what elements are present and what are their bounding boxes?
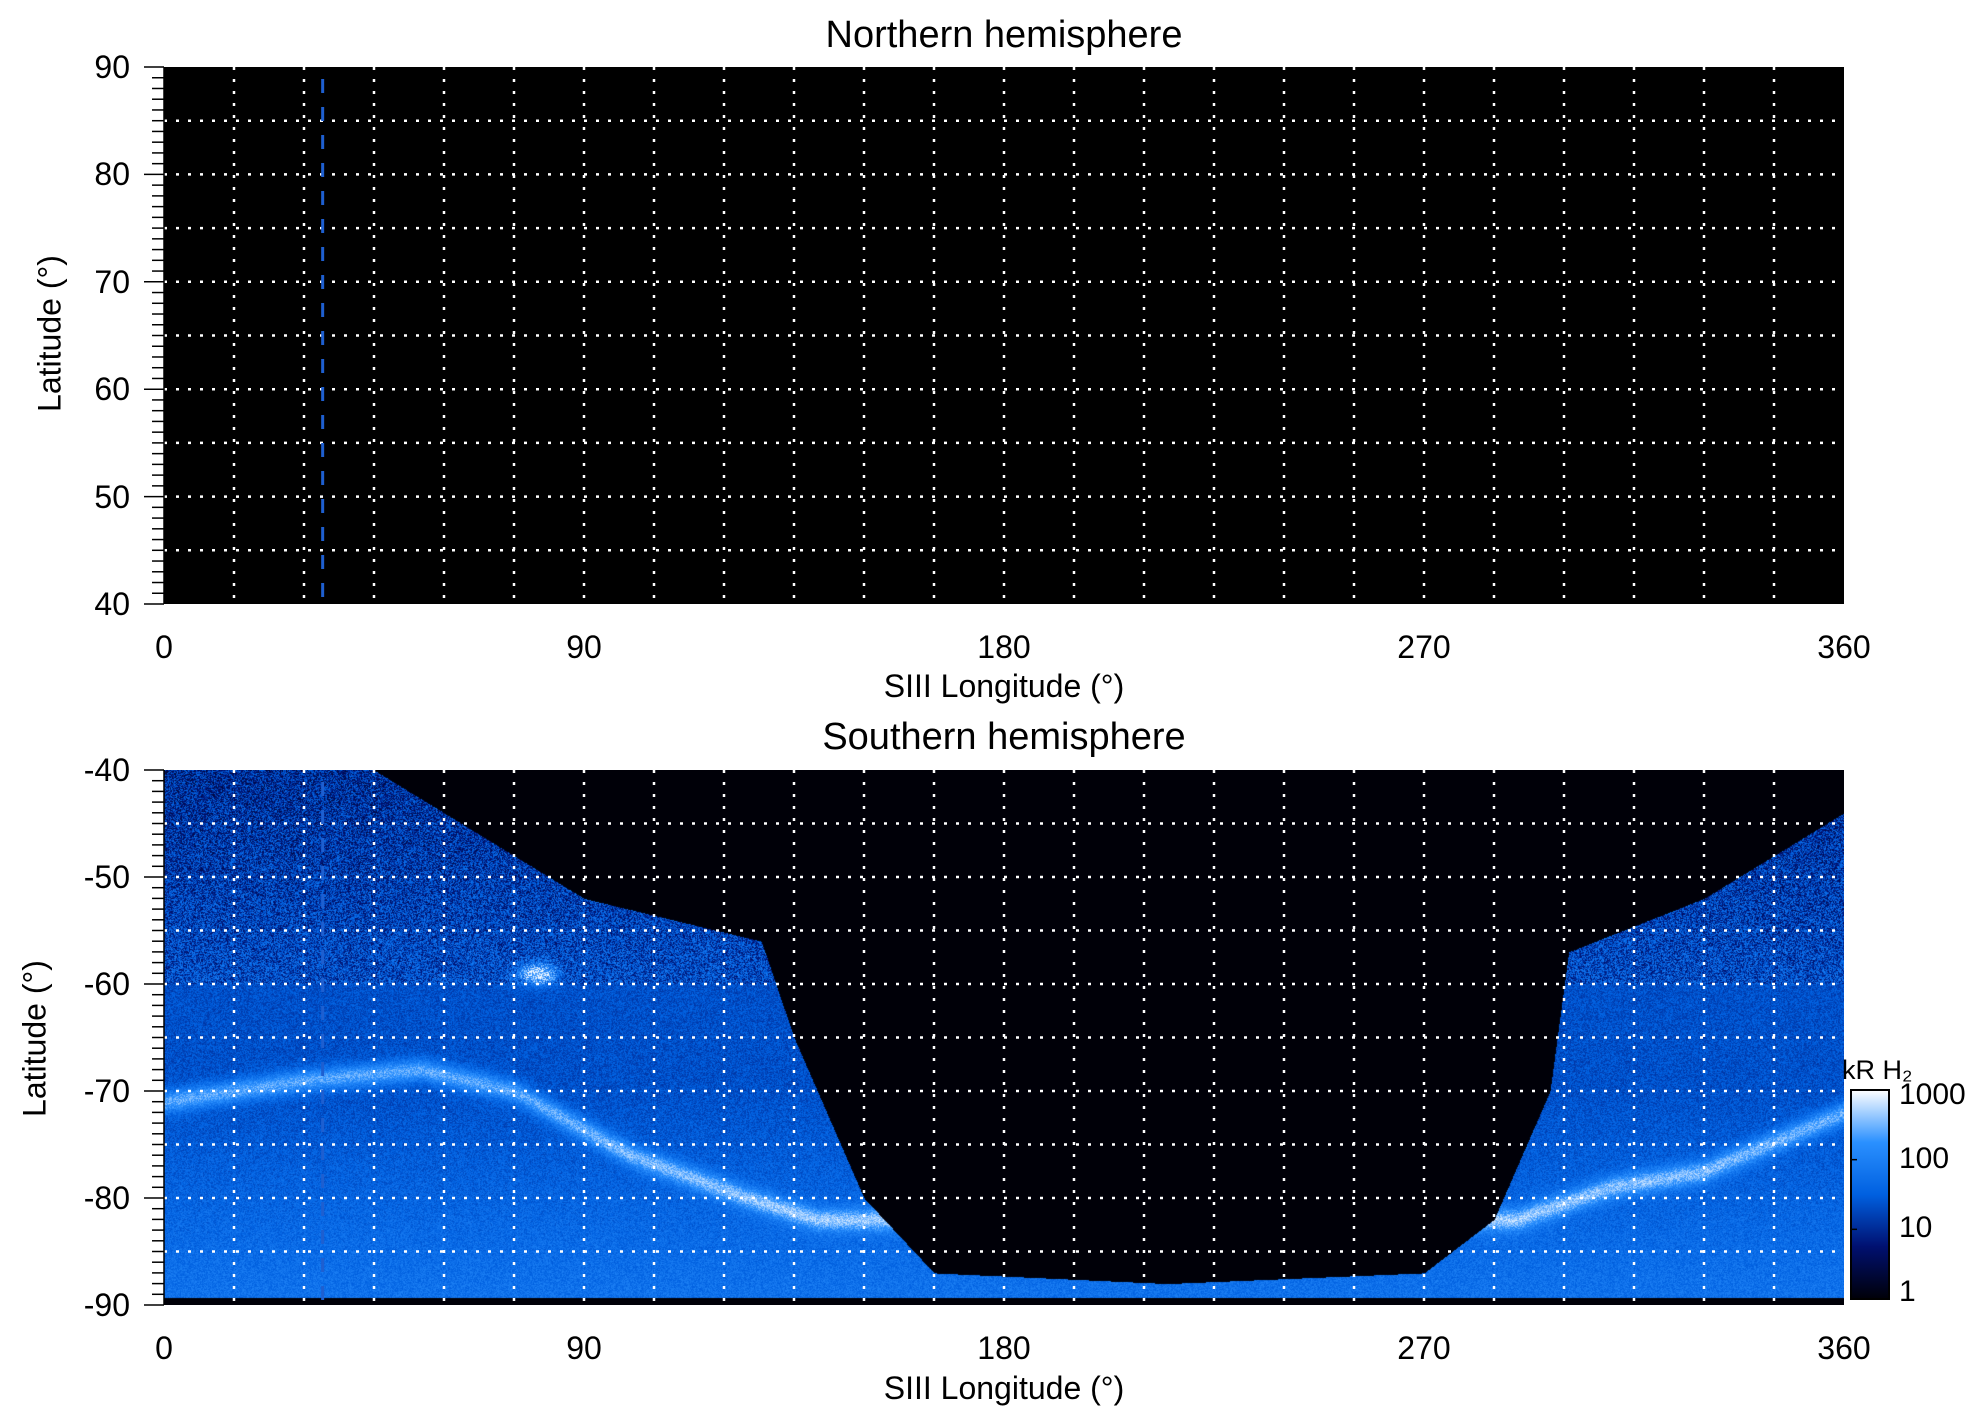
y-tick-label: 90 — [94, 49, 130, 85]
x-tick-label: 0 — [155, 1330, 173, 1366]
colorbar-tick-label: 100 — [1899, 1141, 1950, 1175]
south-title: Southern hemisphere — [822, 716, 1186, 758]
north-title: Northern hemisphere — [825, 14, 1183, 56]
colorbar-tick-label: 1000 — [1899, 1078, 1966, 1111]
x-tick-label: 360 — [1817, 629, 1871, 665]
x-tick-label: 90 — [566, 629, 602, 665]
y-tick-label: 60 — [94, 371, 130, 408]
y-tick-label: 70 — [94, 263, 130, 300]
south-xlabel: SIII Longitude (°) — [883, 1370, 1125, 1406]
colorbar-label: kR H₂ — [1842, 1055, 1913, 1085]
y-tick-label: 80 — [94, 156, 130, 193]
x-tick-label: 180 — [977, 1330, 1031, 1366]
colorbar-tick-label: 1 — [1899, 1275, 1916, 1308]
y-tick-label: -80 — [83, 1180, 130, 1216]
x-tick-label: 180 — [977, 629, 1031, 665]
y-tick-label: -40 — [83, 752, 130, 788]
colorbar — [1850, 1089, 1890, 1300]
y-tick-label: 50 — [94, 478, 130, 515]
y-tick-label: -50 — [83, 859, 130, 895]
y-tick-label: -90 — [83, 1287, 130, 1323]
y-tick-label: -70 — [83, 1073, 130, 1109]
north-xlabel: SIII Longitude (°) — [883, 668, 1125, 704]
x-tick-label: 270 — [1397, 1330, 1451, 1366]
y-tick-label: -60 — [83, 966, 130, 1002]
x-tick-label: 270 — [1397, 629, 1451, 665]
y-tick-label: 40 — [94, 586, 130, 622]
x-tick-label: 0 — [155, 629, 173, 665]
x-tick-label: 90 — [566, 1330, 602, 1366]
x-tick-label: 360 — [1817, 1330, 1871, 1366]
colorbar-tick-label: 10 — [1899, 1211, 1933, 1245]
